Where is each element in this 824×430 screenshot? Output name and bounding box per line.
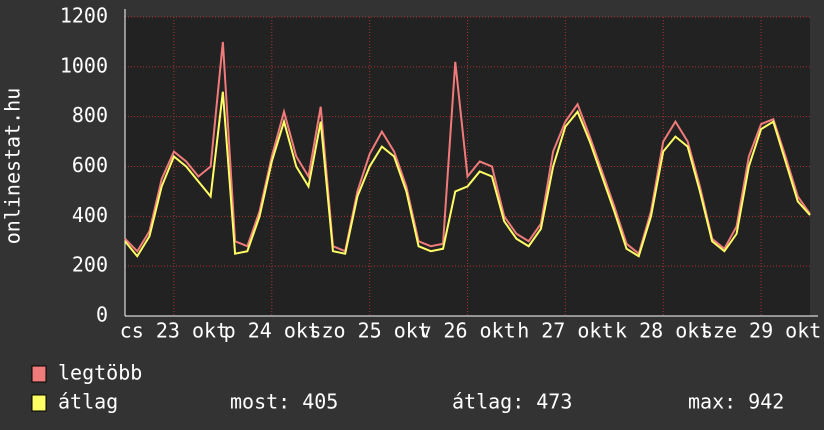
- x-tick-label: szo 25 okt: [309, 319, 429, 343]
- legend-swatch: [31, 365, 47, 383]
- y-tick-label: 600: [72, 153, 108, 177]
- y-tick-label: 1200: [60, 4, 108, 28]
- stat-value: 473: [536, 390, 572, 414]
- x-tick-label: v 26 okt: [419, 319, 515, 343]
- x-tick-label: cs 23 okt: [120, 319, 228, 343]
- x-tick-label: sze 29 okt: [701, 319, 821, 343]
- y-tick-label: 200: [72, 253, 108, 277]
- legend-swatch: [31, 394, 47, 412]
- stat-label: átlag:: [452, 390, 524, 414]
- x-tick-label: k 28 okt: [615, 319, 711, 343]
- y-tick-label: 1000: [60, 53, 108, 77]
- y-tick-label: 0: [96, 303, 108, 327]
- legend-label: legtöbb: [58, 361, 142, 385]
- y-tick-label: 800: [72, 103, 108, 127]
- series-line: [124, 41, 811, 256]
- y-axis-title: onlinestat.hu: [1, 88, 25, 245]
- series-line: [124, 91, 811, 258]
- stat-value: 405: [302, 390, 338, 414]
- stat-value: 942: [748, 390, 784, 414]
- x-tick-label: h 27 okt: [517, 319, 613, 343]
- y-tick-label: 400: [72, 203, 108, 227]
- stat-label: most:: [230, 390, 290, 414]
- legend-label: átlag: [58, 390, 118, 414]
- x-tick-label: p 24 okt: [224, 319, 320, 343]
- stat-label: max:: [688, 390, 736, 414]
